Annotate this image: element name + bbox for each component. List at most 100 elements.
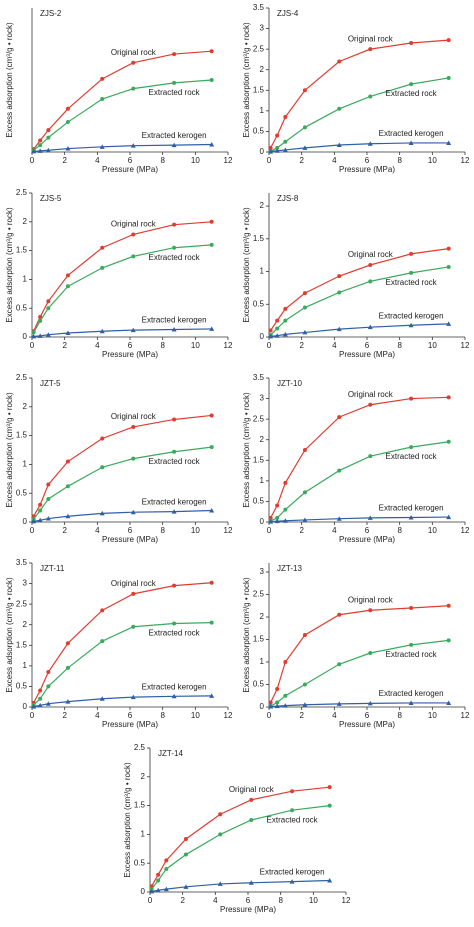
y-axis-label: Excess adsorption (cm³/g • rock) [242,392,251,508]
marker [163,886,169,892]
y-tick-label: 0.5 [253,299,265,308]
panel: 0 2 4 6 8 10 12 0 0.5 1 1.5 2 2.5 ZJS-5 Pressure (MPa)… [5,188,233,359]
series-line [270,516,449,523]
marker [65,699,71,704]
marker [46,482,51,487]
marker [38,314,43,319]
series-line [33,582,212,704]
x-tick-label: 0 [267,156,272,165]
x-tick-label: 6 [128,711,133,720]
marker [337,59,342,64]
series-line [33,328,212,338]
y-tick-label: 2.5 [16,188,28,197]
y-tick-label: 1.5 [253,455,265,464]
x-tick-label: 4 [95,711,100,720]
marker [65,284,70,289]
y-tick-label: 1.5 [134,801,146,810]
marker [268,519,274,524]
y-tick-label: 0 [260,332,265,341]
marker [302,633,307,637]
x-axis-label: Pressure (MPa) [102,720,158,729]
x-tick-label: 4 [95,341,100,350]
x-axis-label: Pressure (MPa) [339,535,395,544]
marker [218,812,223,817]
x-tick-label: 10 [191,156,200,165]
panel-title: JZT-5 [40,379,61,388]
marker [248,880,254,885]
x-tick-label: 0 [30,711,35,720]
marker [65,273,70,278]
y-tick-label: 3 [260,567,265,576]
marker [209,219,214,224]
y-tick-label: 0.5 [16,303,28,312]
series-line [270,39,449,149]
x-axis-label: Pressure (MPa) [339,720,395,729]
marker [302,517,308,522]
y-tick-label: 1.5 [16,246,28,255]
x-tick-label: 10 [309,896,318,905]
y-tick-label: 3.5 [16,558,28,567]
marker [336,326,342,332]
marker [100,465,105,470]
marker [336,142,342,148]
x-tick-label: 6 [246,896,251,905]
marker [209,142,215,147]
y-tick-label: 2 [260,612,265,621]
x-tick-label: 2 [299,341,304,350]
y-tick-label: 0 [260,702,265,711]
x-tick-label: 0 [267,526,272,535]
marker [46,670,51,675]
marker [100,265,105,270]
marker [172,80,177,85]
marker [171,509,177,514]
panel: 0 2 4 6 8 10 12 0 0.5 1 1.5 2 2.5 3 3.5 JZT-10 Pressure … [242,373,470,544]
x-tick-label: 2 [62,156,67,165]
marker [100,639,105,644]
series-line [33,695,212,708]
marker [45,701,51,706]
marker [46,299,51,304]
x-tick-label: 0 [267,341,272,350]
marker [209,413,214,418]
marker [409,445,414,450]
panel-title: ZJS-5 [40,194,62,203]
marker [65,641,70,646]
series-label: Original rock [229,785,275,794]
marker [46,306,51,311]
series-label: Original rock [348,390,394,399]
marker [172,449,177,454]
x-tick-label: 4 [95,526,100,535]
marker [336,701,342,706]
x-tick-label: 8 [160,156,165,165]
marker [131,456,136,461]
marker [275,326,280,331]
series-label: Extracted kerogen [142,131,207,140]
x-axis-label: Pressure (MPa) [102,165,158,174]
marker [131,86,136,91]
marker [275,700,280,705]
marker [446,514,452,520]
x-tick-label: 10 [428,341,437,350]
y-tick-label: 2 [260,201,265,210]
y-tick-label: 2.5 [134,743,146,752]
marker [302,305,307,310]
series-label: Extracted kerogen [142,316,207,325]
y-tick-label: 0 [260,147,265,156]
marker [209,693,215,698]
marker [131,60,136,65]
x-tick-label: 0 [30,526,35,535]
marker [183,884,189,889]
series-line [270,248,449,331]
x-tick-label: 12 [224,526,233,535]
marker [302,448,307,452]
y-axis-label: Excess adsorption (cm³/g • rock) [242,22,251,138]
x-tick-label: 6 [128,526,133,535]
x-tick-label: 10 [428,526,437,535]
panel-title: JZT-13 [277,564,302,573]
marker [302,702,308,707]
marker [283,693,288,698]
marker [409,642,414,647]
y-tick-label: 1 [260,476,265,485]
marker [289,879,295,884]
y-tick-label: 1.5 [253,234,265,243]
